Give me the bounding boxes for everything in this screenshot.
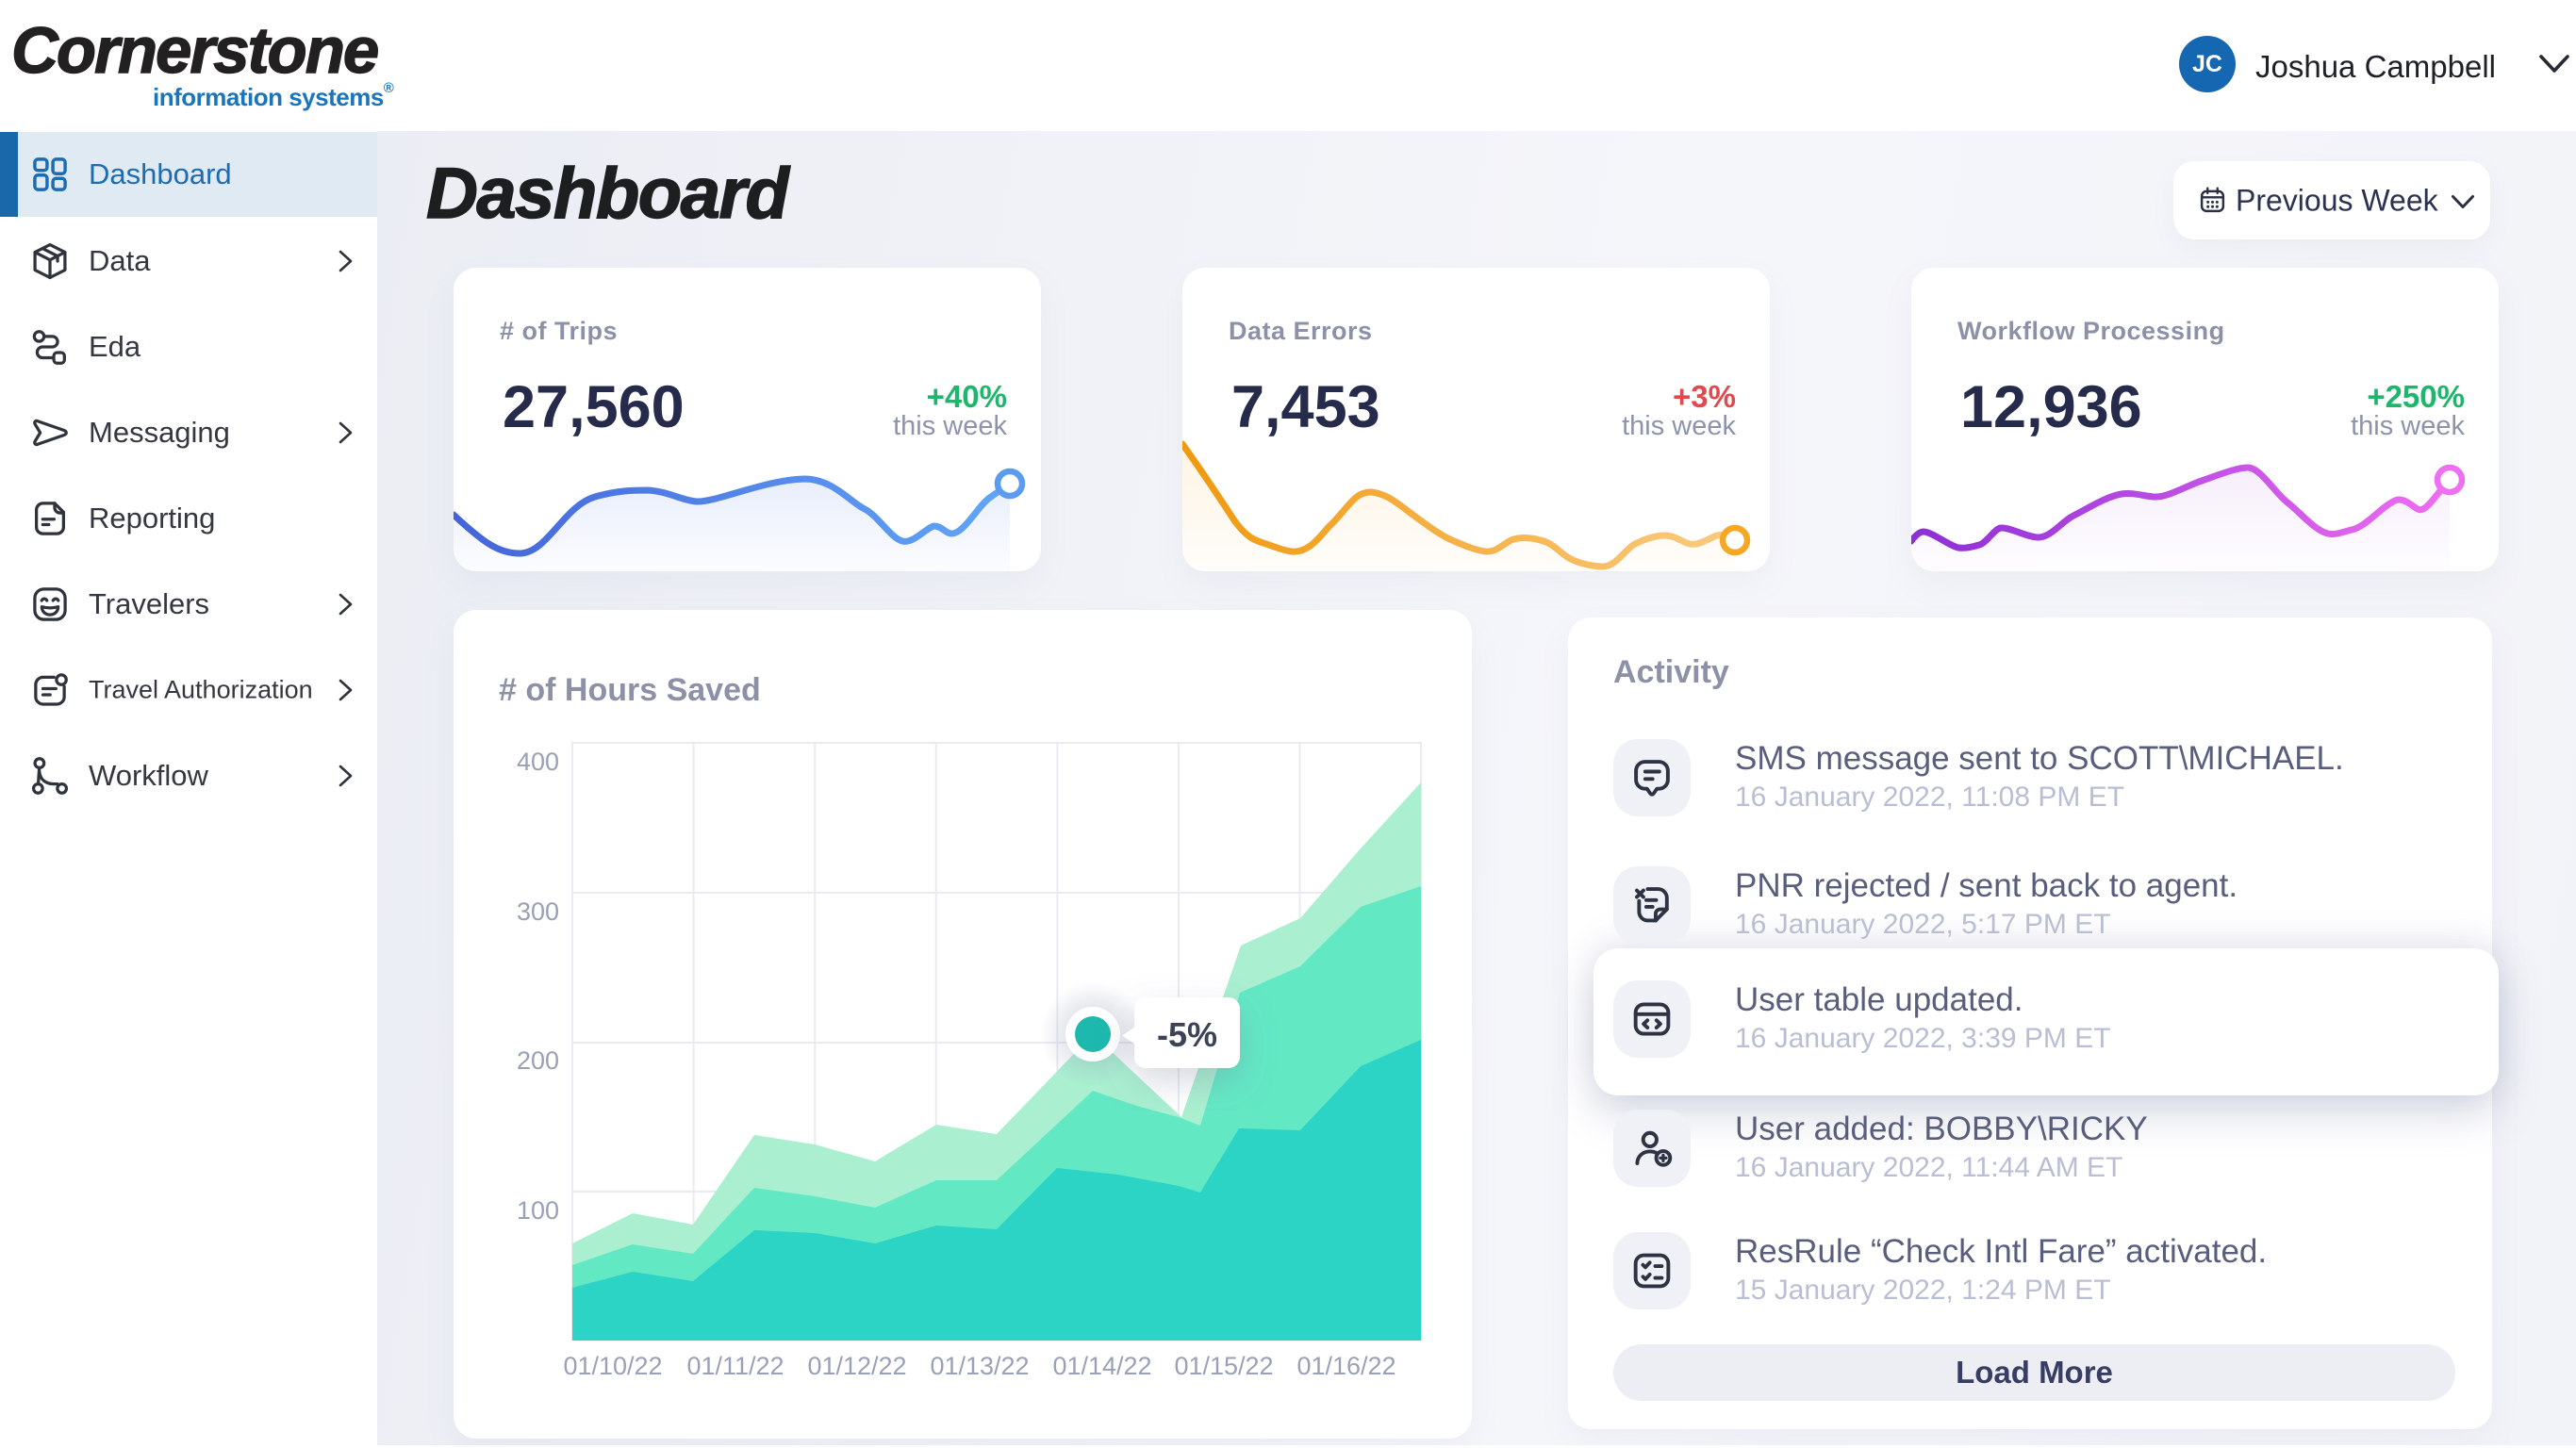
svg-text:01/15/22: 01/15/22 [1174, 1352, 1273, 1380]
svg-text:01/12/22: 01/12/22 [807, 1352, 906, 1380]
svg-text:200: 200 [517, 1046, 559, 1075]
svg-text:01/16/22: 01/16/22 [1296, 1352, 1395, 1380]
svg-text:01/13/22: 01/13/22 [930, 1352, 1029, 1380]
svg-text:01/10/22: 01/10/22 [563, 1352, 662, 1380]
svg-text:300: 300 [517, 897, 559, 926]
svg-text:01/11/22: 01/11/22 [686, 1352, 784, 1380]
svg-text:400: 400 [517, 748, 559, 776]
svg-text:100: 100 [517, 1196, 559, 1225]
svg-text:-5%: -5% [1157, 1015, 1217, 1054]
svg-text:01/14/22: 01/14/22 [1052, 1352, 1151, 1380]
